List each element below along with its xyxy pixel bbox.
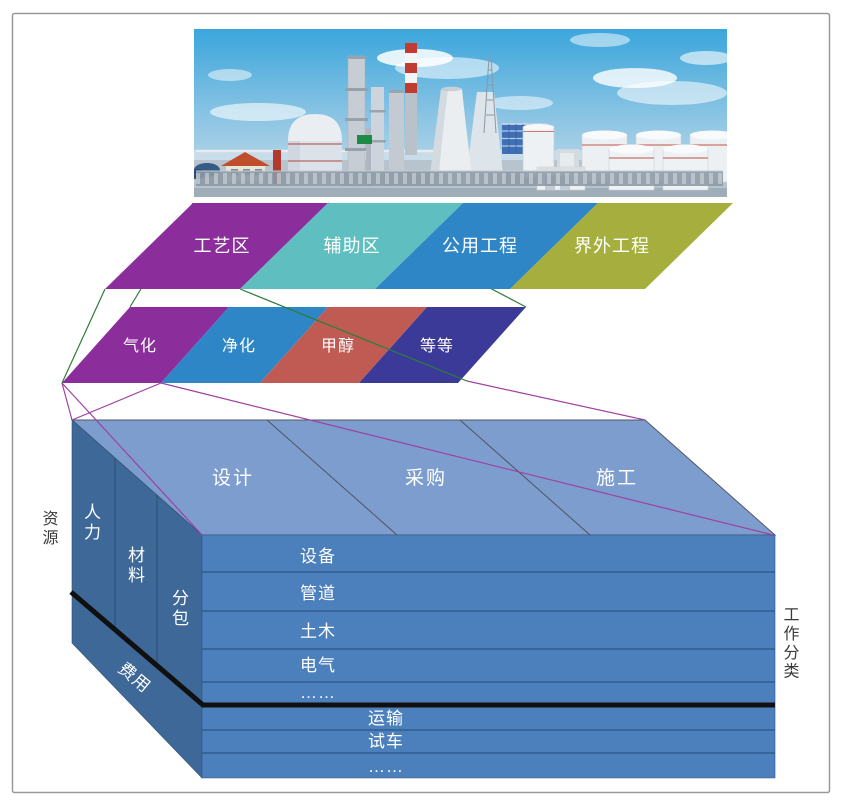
green-sign: [357, 135, 372, 144]
axis-label-work-classification: 工作分类: [783, 607, 800, 681]
level2-label-gasification: 气化: [123, 337, 157, 355]
front-row-electrical: 电气: [300, 656, 336, 675]
level2-block-purification: [161, 307, 328, 383]
green-connector-line: [239, 288, 468, 382]
level1-label-process-area: 工艺区: [194, 236, 251, 256]
level2-label-purification: 净化: [222, 337, 256, 355]
top-face-label-procurement: 采购: [405, 467, 447, 489]
front-row-commissioning: 试车: [368, 732, 404, 751]
top-face-label-design: 设计: [212, 467, 254, 489]
purple-connector-line: [71, 382, 162, 421]
purple-connector-line: [466, 380, 646, 421]
front-row-equipment: 设备: [300, 547, 336, 566]
cube-front-face: [201, 534, 776, 779]
plant-rendering-image: [194, 29, 727, 197]
front-row-transport: 运输: [368, 709, 404, 728]
purple-connector-line: [61, 382, 73, 421]
green-connector-line: [61, 288, 106, 384]
left-face-label-material: 材料: [128, 546, 146, 585]
left-face-label-subcontract: 分包: [172, 589, 190, 628]
front-row-civil: 土木: [300, 622, 336, 641]
process-columns: [345, 55, 386, 187]
level1-block-offsite: [510, 203, 733, 289]
level2-label-etc: 等等: [420, 337, 454, 355]
level2-block-methanol: [260, 307, 427, 383]
level1-block-process-area: [105, 203, 328, 289]
lattice-mast: [483, 56, 497, 134]
clouds: [208, 33, 727, 121]
front-row-ellipsis-lower: ……: [368, 757, 404, 776]
level1-label-offsite: 界外工程: [574, 236, 650, 256]
axis-label-resources: 资源: [42, 510, 59, 547]
level1-block-utilities: [375, 203, 598, 289]
front-row-piping: 管道: [300, 584, 336, 603]
level1-label-auxiliary-area: 辅助区: [324, 236, 381, 256]
purple-connector-line: [160, 382, 774, 536]
red-vessel: [273, 150, 281, 184]
level2-block-etc: [359, 307, 526, 383]
purple-connectors: [61, 380, 774, 536]
level1-row: 工艺区 辅助区 公用工程 界外工程: [105, 203, 733, 289]
perimeter-wall: [196, 170, 723, 186]
front-row-ellipsis-upper: ……: [300, 683, 336, 702]
striped-chimney: [389, 43, 417, 186]
front-row-separators: [202, 571, 775, 754]
top-face-divider: [266, 419, 398, 536]
emphasis-line: [69, 590, 775, 708]
level1-block-auxiliary-area: [240, 203, 463, 289]
top-face-label-construction: 施工: [596, 467, 638, 489]
wbs-cube: 设计 采购 施工 人力 材料 分包 费用 设备 管道 土木 电气 …… 运输 试…: [42, 419, 800, 779]
left-face-label-manpower: 人力: [84, 503, 102, 542]
level2-row: 气化 净化 甲醇 等等: [62, 307, 526, 383]
level1-label-utilities: 公用工程: [442, 236, 518, 256]
level2-label-methanol: 甲醇: [321, 337, 355, 355]
top-face-divider: [459, 419, 591, 536]
level2-block-gasification: [62, 307, 229, 383]
ground-front: [194, 188, 727, 197]
purple-connector-line: [61, 382, 203, 536]
